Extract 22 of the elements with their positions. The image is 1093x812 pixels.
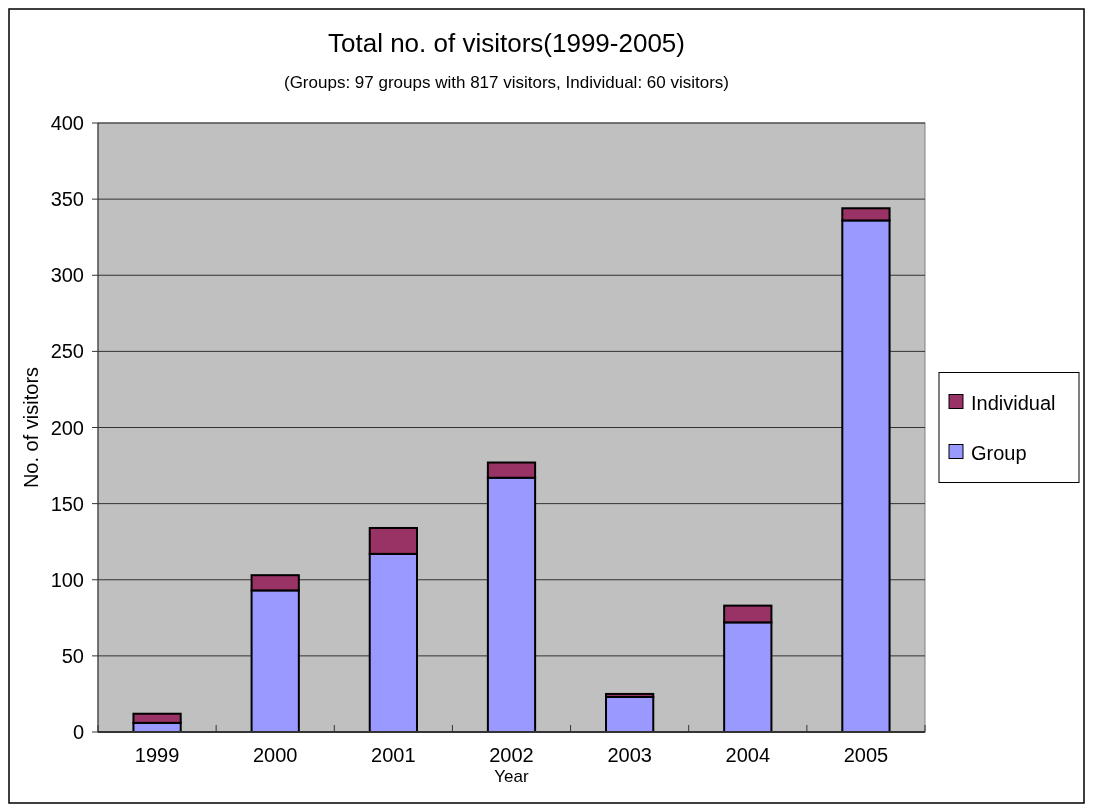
x-tick-label: 2004: [725, 744, 771, 766]
x-axis-title: Year: [494, 767, 530, 786]
y-tick-label: 350: [50, 188, 84, 211]
y-tick-label: 200: [50, 416, 84, 439]
y-tick-label: 250: [50, 340, 84, 363]
x-tick-label: 2003: [607, 744, 652, 766]
x-tick-label: 1999: [134, 744, 180, 766]
x-tick-label: 2001: [371, 744, 416, 766]
x-tick-label: 2000: [252, 744, 298, 766]
legend-label: Group: [971, 441, 1027, 464]
y-axis-title: No. of visitors: [20, 366, 42, 489]
x-tick-label: 2002: [489, 744, 534, 766]
y-tick-label: 300: [50, 264, 84, 287]
y-tick-label: 0: [72, 721, 84, 743]
y-tick-label: 400: [50, 112, 84, 134]
chart-title: Total no. of visitors(1999-2005): [328, 28, 685, 58]
y-tick-label: 150: [50, 492, 84, 515]
x-tick-label: 2005: [843, 744, 889, 766]
y-tick-label: 100: [50, 568, 84, 591]
legend-label: Individual: [971, 391, 1056, 414]
y-tick-label: 50: [61, 644, 84, 667]
chart-subtitle: (Groups: 97 groups with 817 visitors, Individual: 60 visitors): [283, 73, 730, 92]
